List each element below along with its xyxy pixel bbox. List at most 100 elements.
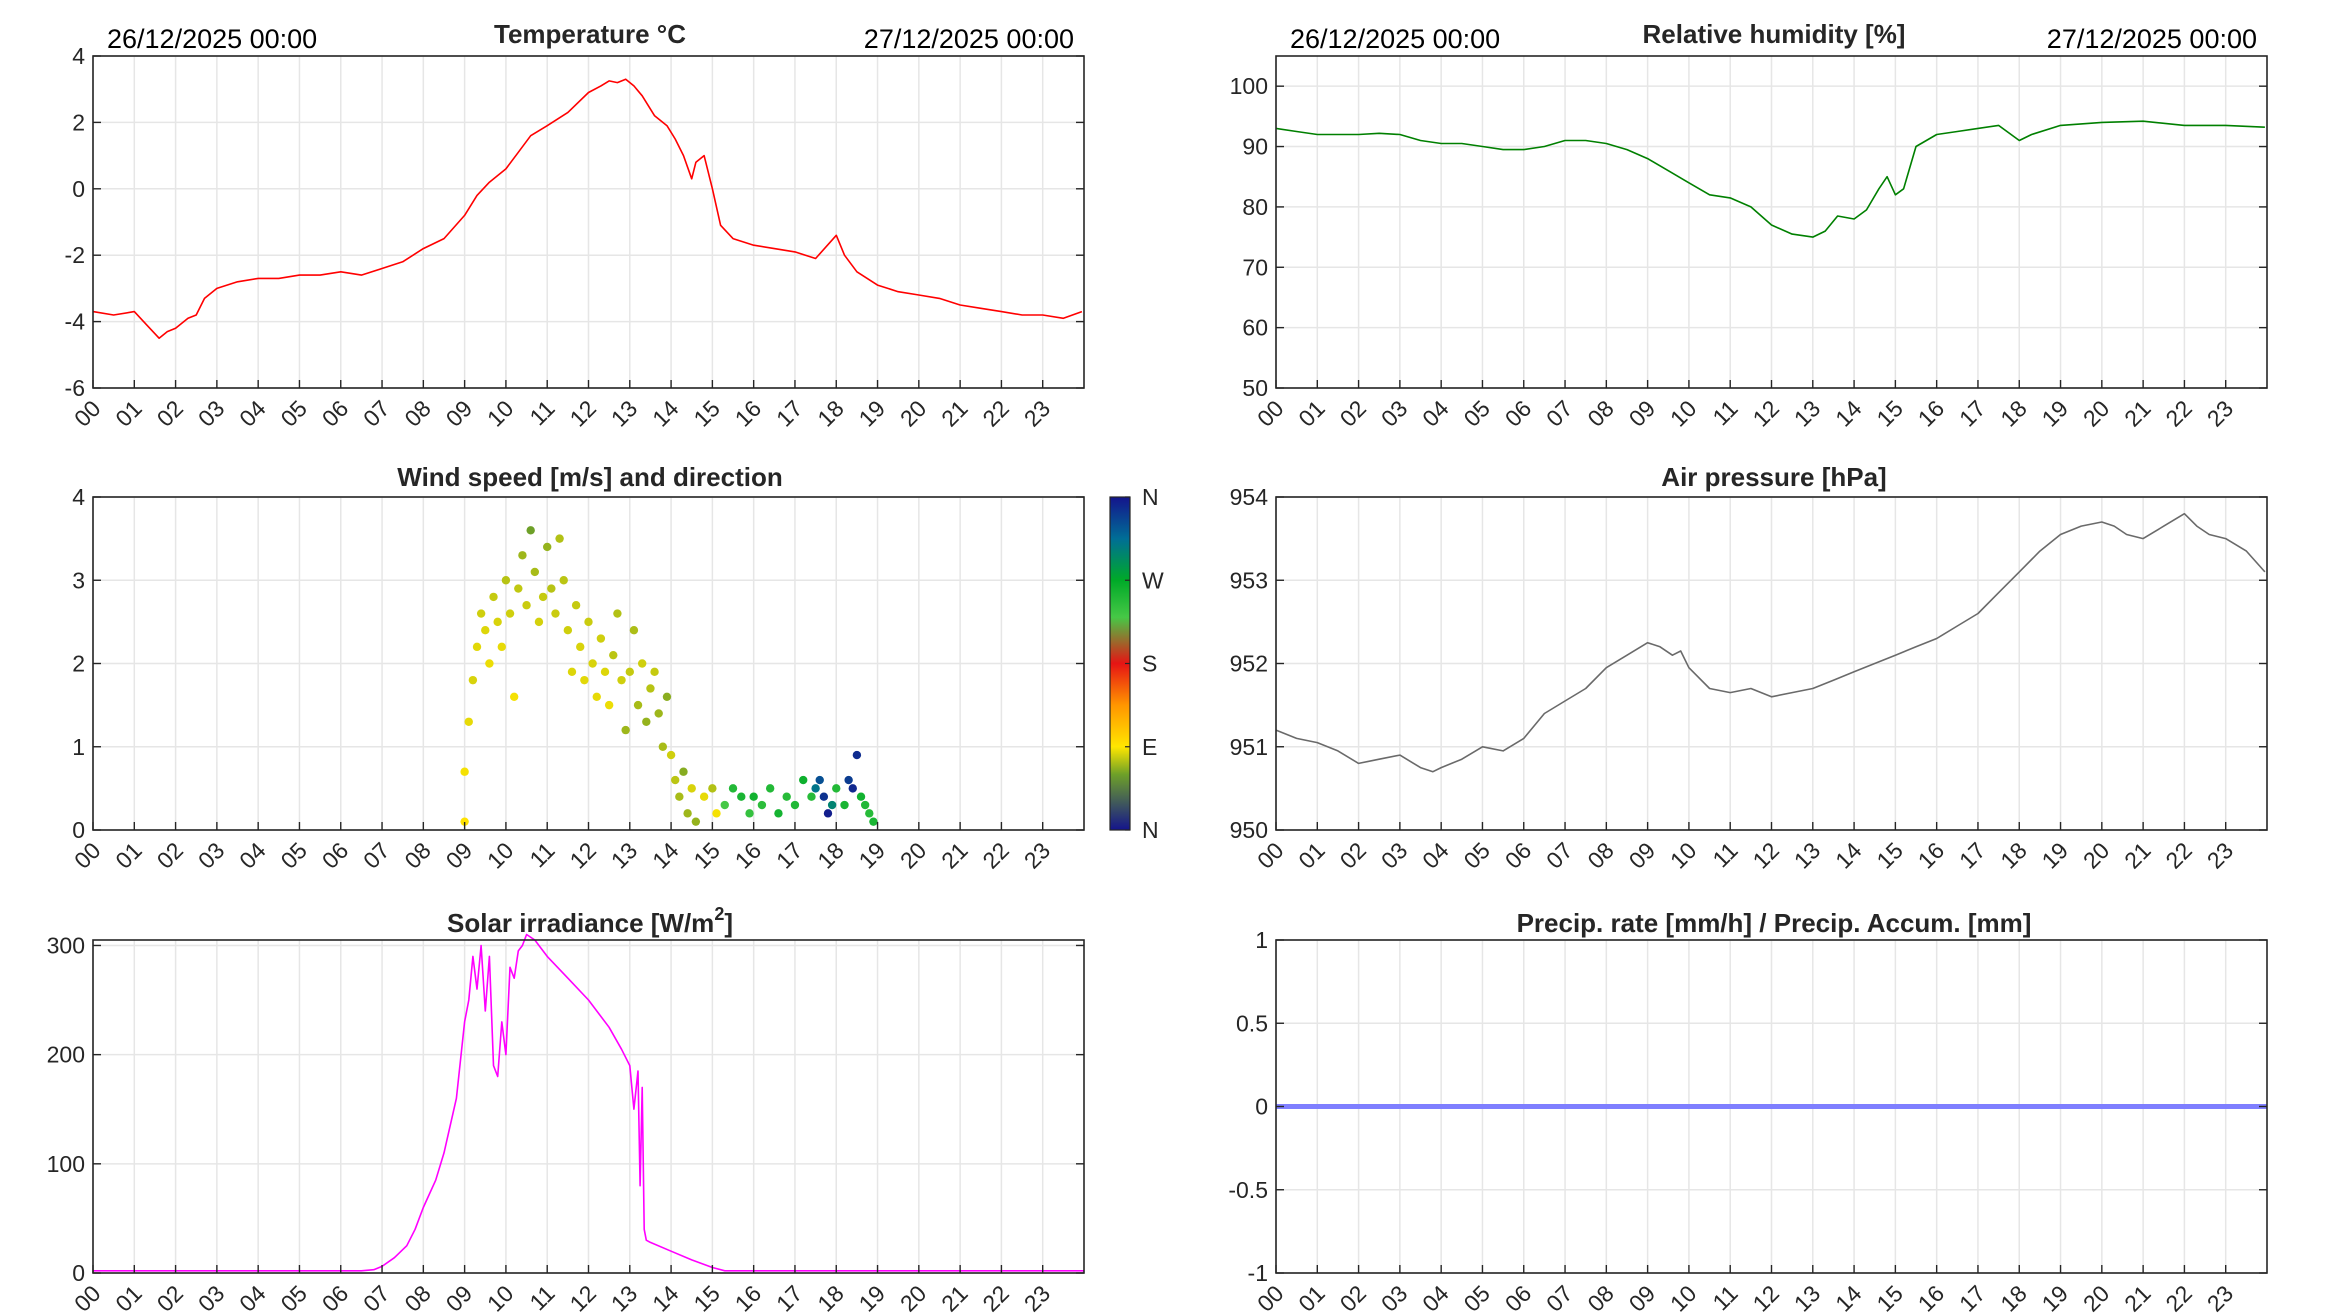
wind-point [534, 617, 544, 627]
x-tick-label: 20 [895, 395, 931, 431]
pressure-series-line [1275, 512, 2266, 773]
wind-point [749, 792, 758, 801]
x-tick-label: 18 [812, 837, 848, 873]
x-tick-label: 20 [895, 837, 931, 873]
solar-title-sup: 2 [714, 904, 724, 924]
x-tick-label: 20 [895, 1280, 931, 1313]
y-tick-label: -6 [65, 375, 85, 401]
x-tick-label: 08 [399, 1280, 435, 1313]
x-tick-label: 16 [1913, 395, 1949, 431]
y-tick-label: 80 [1242, 194, 1268, 220]
x-tick-label: 18 [1995, 395, 2031, 431]
wind-point [683, 809, 692, 818]
temperature-title: Temperature °C [494, 19, 686, 49]
x-tick-label: 10 [482, 837, 518, 873]
wind-point [551, 609, 560, 618]
x-tick-label: 16 [730, 395, 766, 431]
humidity-chart: 26/12/2025 00:00 27/12/2025 00:00 Relati… [1230, 19, 2268, 432]
wind-point [621, 725, 630, 735]
wind-point [584, 617, 593, 627]
wind-point [617, 675, 626, 685]
x-tick-label: 15 [688, 395, 724, 431]
x-tick-label: 06 [317, 837, 353, 873]
x-tick-label: 07 [1541, 837, 1577, 873]
temperature-chart: 26/12/2025 00:00 27/12/2025 00:00 Temper… [65, 19, 1085, 432]
x-tick-label: 06 [1500, 395, 1536, 431]
x-tick-label: 09 [1624, 395, 1660, 431]
y-tick-label: 1 [1255, 927, 1268, 953]
x-tick-label: 07 [358, 395, 394, 431]
wind-point [712, 809, 721, 818]
wind-point [514, 584, 523, 593]
y-tick-label: 2 [72, 109, 85, 135]
y-tick-label: 300 [47, 932, 85, 958]
x-tick-label: 10 [1665, 395, 1701, 431]
x-tick-label: 21 [2119, 395, 2155, 431]
x-tick-label: 04 [1417, 837, 1454, 874]
x-tick-label: 07 [358, 1280, 394, 1313]
solar-title: Solar irradiance [W/m2] [447, 904, 733, 938]
wind-point [848, 784, 857, 793]
x-tick-label: 20 [2078, 395, 2114, 431]
x-tick-label: 03 [1376, 395, 1412, 431]
colorbar-label: S [1142, 651, 1157, 677]
wind-point [654, 709, 663, 718]
temperature-start-date: 26/12/2025 00:00 [107, 24, 317, 54]
x-tick-label: 21 [936, 395, 972, 431]
y-tick-label: 954 [1230, 484, 1269, 510]
pressure-title: Air pressure [hPa] [1661, 462, 1886, 492]
wind-point [468, 675, 478, 685]
precip-chart: Precip. rate [mm/h] / Precip. Accum. [mm… [1228, 908, 2268, 1313]
x-tick-label: 13 [606, 837, 642, 873]
wind-point [485, 659, 494, 668]
x-tick-label: 11 [1707, 1280, 1742, 1313]
wind-point [563, 626, 573, 635]
wind-point [757, 800, 767, 810]
x-tick-label: 18 [1995, 837, 2031, 873]
wind-point [840, 800, 849, 810]
x-tick-label: 14 [1830, 1280, 1867, 1313]
wind-point [547, 584, 556, 593]
x-tick-label: 21 [936, 837, 972, 873]
solar-title-suffix: ] [724, 908, 733, 938]
wind-point [774, 809, 783, 818]
x-tick-label: 02 [1335, 837, 1371, 873]
x-tick-label: 16 [730, 1280, 766, 1313]
x-tick-label: 13 [606, 395, 642, 431]
x-tick-label: 10 [1665, 837, 1701, 873]
precip-title: Precip. rate [mm/h] / Precip. Accum. [mm… [1517, 908, 2032, 938]
x-tick-label: 03 [1376, 837, 1412, 873]
x-tick-label: 19 [2037, 837, 2073, 873]
wind-point [720, 800, 729, 810]
x-tick-label: 11 [524, 1280, 559, 1313]
x-tick-label: 10 [482, 395, 518, 431]
wind-point [679, 767, 688, 776]
x-tick-label: 01 [110, 837, 146, 873]
wind-point [699, 792, 709, 801]
wind-point [613, 609, 622, 618]
wind-point [823, 809, 833, 818]
wind-point [852, 750, 862, 760]
x-tick-label: 22 [2160, 837, 2196, 873]
x-tick-label: 22 [2160, 1280, 2196, 1313]
x-tick-label: 08 [399, 837, 435, 873]
x-tick-label: 23 [1019, 1280, 1055, 1313]
x-tick-label: 01 [1293, 837, 1329, 873]
x-tick-label: 14 [1830, 837, 1867, 874]
x-tick-label: 21 [2119, 837, 2155, 873]
wind-chart: Wind speed [m/s] and direction NESWN0123… [69, 462, 1164, 874]
x-tick-label: 02 [152, 837, 188, 873]
x-tick-label: 15 [1871, 837, 1907, 873]
x-tick-label: 17 [771, 1280, 807, 1313]
wind-point [671, 775, 680, 785]
wind-point [687, 784, 696, 793]
x-tick-label: 20 [2078, 1280, 2114, 1313]
x-tick-label: 17 [771, 837, 807, 873]
wind-point [865, 809, 874, 818]
x-tick-label: 02 [1335, 395, 1371, 431]
x-tick-label: 02 [1335, 1280, 1371, 1313]
y-tick-label: 0 [72, 817, 85, 843]
wind-point [625, 667, 634, 677]
x-tick-label: 21 [2119, 1280, 2155, 1313]
wind-point [580, 675, 589, 685]
